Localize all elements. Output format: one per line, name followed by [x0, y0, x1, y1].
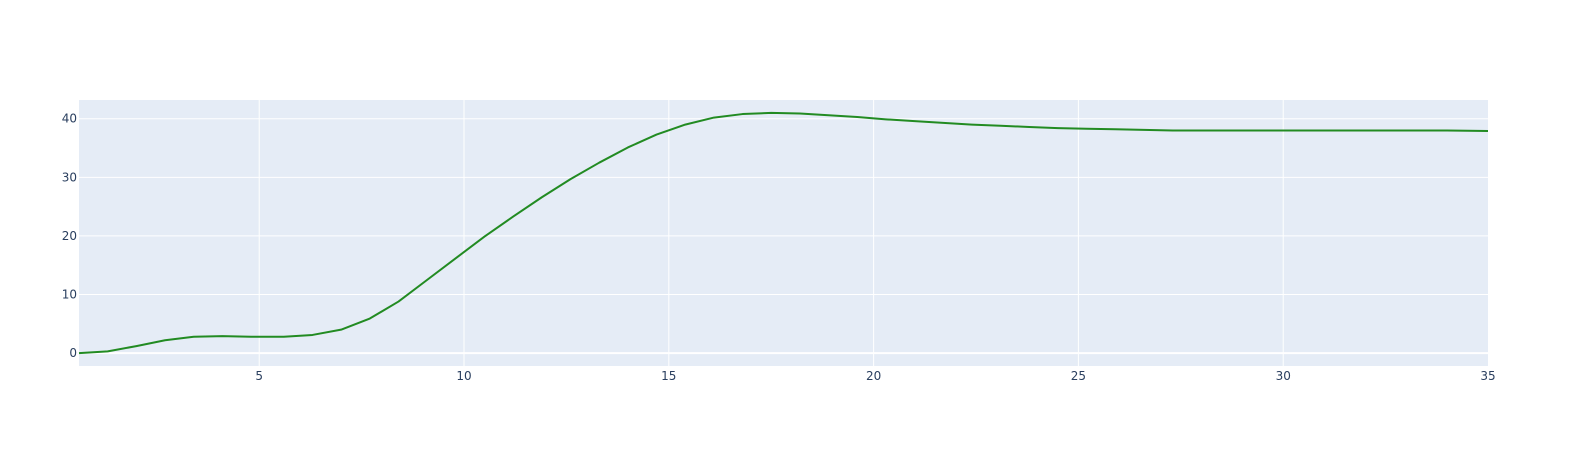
x-tick-label: 15 — [661, 369, 676, 383]
y-tick-label: 30 — [62, 170, 77, 184]
x-tick-label: 30 — [1276, 369, 1291, 383]
tick-labels: 5 10 15 20 25 30 35 0 10 20 30 40 — [62, 112, 1496, 383]
plot-background — [79, 100, 1488, 366]
y-tick-label: 0 — [69, 346, 77, 360]
x-tick-label: 25 — [1071, 369, 1086, 383]
series-layer — [78, 111, 1489, 355]
x-tick-label: 35 — [1480, 369, 1495, 383]
x-tick-label: 20 — [866, 369, 881, 383]
x-tick-label: 10 — [456, 369, 471, 383]
grid-lines — [79, 100, 1488, 366]
series-line — [78, 111, 1489, 355]
x-tick-label: 5 — [255, 369, 263, 383]
y-tick-label: 10 — [62, 288, 77, 302]
y-tick-label: 40 — [62, 112, 77, 126]
y-tick-label: 20 — [62, 229, 77, 243]
